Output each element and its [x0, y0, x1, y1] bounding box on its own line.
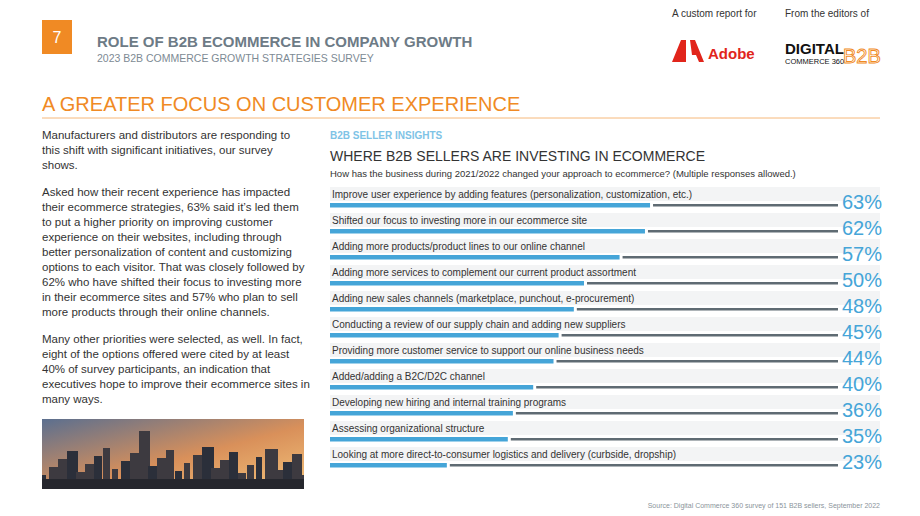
bar-track: [653, 204, 838, 207]
bar-track: [577, 308, 838, 311]
data-label: 50%: [842, 269, 882, 291]
bar: [330, 229, 645, 234]
bar-track: [648, 230, 838, 233]
bar: [330, 255, 620, 260]
bar: [330, 307, 574, 312]
category-label: Providing more customer service to suppo…: [332, 345, 644, 356]
row-band: [330, 343, 880, 357]
bar: [330, 203, 650, 208]
bar-track: [516, 412, 838, 415]
bars: [330, 203, 838, 468]
paragraph: Many other priorities were selected, as …: [42, 332, 310, 407]
row-band: [330, 447, 880, 461]
page-number: 7: [53, 29, 62, 46]
adobe-icon: [672, 40, 704, 62]
bar: [330, 411, 513, 416]
publisher-word: B2B: [843, 45, 881, 67]
bar-track: [557, 360, 838, 363]
data-label: 48%: [842, 295, 882, 317]
bar: [330, 359, 554, 364]
category-label: Adding more products/product lines to ou…: [332, 241, 585, 252]
labels: Improve user experience by adding featur…: [332, 189, 882, 473]
category-label: Adding new sales channels (marketplace, …: [332, 293, 634, 304]
rows: [330, 187, 880, 461]
bar: [330, 463, 447, 468]
chart-subtitle: How has the business during 2021/2022 ch…: [330, 168, 796, 179]
data-label: 63%: [842, 191, 882, 213]
row-band: [330, 317, 880, 331]
chart-kicker: B2B SELLER INSIGHTS: [330, 130, 443, 141]
paragraph: Asked how their recent experience has im…: [42, 185, 310, 320]
header-subtitle: 2023 B2B COMMERCE GROWTH STRATEGIES SURV…: [97, 52, 374, 64]
bar: [330, 333, 559, 338]
data-label: 44%: [842, 347, 882, 369]
row-band: [330, 291, 880, 305]
data-label: 40%: [842, 373, 882, 395]
bar: [330, 385, 533, 390]
bar-track: [587, 282, 838, 285]
category-label: Shifted our focus to investing more in o…: [332, 215, 588, 226]
category-label: Improve user experience by adding featur…: [332, 189, 692, 200]
publisher-word: COMMERCE 360: [785, 57, 844, 66]
page-number-box: [42, 20, 72, 54]
bar: [330, 281, 584, 286]
bar-track: [511, 438, 838, 441]
row-band: [330, 187, 880, 201]
data-label: 36%: [842, 399, 882, 421]
paragraph: Manufacturers and distributors are respo…: [42, 128, 310, 173]
body-text: Manufacturers and distributors are respo…: [42, 128, 310, 489]
row-band: [330, 239, 880, 253]
row-band: [330, 369, 880, 383]
editors-of: From the editors of: [785, 8, 869, 19]
chart-title: WHERE B2B SELLERS ARE INVESTING IN ECOMM…: [330, 148, 705, 164]
bar-track: [450, 464, 838, 467]
category-label: Added/adding a B2C/D2C channel: [332, 371, 485, 382]
row-band: [330, 395, 880, 409]
sky: [42, 419, 304, 489]
row-band: [330, 421, 880, 435]
data-label: 45%: [842, 321, 882, 343]
bar-track: [623, 256, 838, 259]
sponsor-name: Adobe: [708, 45, 755, 62]
data-label: 62%: [842, 217, 882, 239]
data-label: 57%: [842, 243, 882, 265]
street: [42, 479, 304, 489]
row-band: [330, 213, 880, 227]
publisher-word: DIGITAL: [785, 40, 844, 57]
category-label: Developing new hiring and internal train…: [332, 397, 566, 408]
category-label: Assessing organizational structure: [332, 423, 485, 434]
category-label: Adding more services to complement our c…: [332, 267, 636, 278]
section-heading: A GREATER FOCUS ON CUSTOMER EXPERIENCE: [42, 93, 520, 115]
bar-track: [562, 334, 838, 337]
header-title: ROLE OF B2B ECOMMERCE IN COMPANY GROWTH: [97, 33, 472, 50]
bar: [330, 437, 508, 442]
category-label: Conducting a review of our supply chain …: [332, 319, 626, 330]
heading-rule: [42, 118, 880, 119]
source-note: Source: Digital Commerce 360 survey of 1…: [648, 502, 880, 510]
bar-track: [536, 386, 838, 389]
city-photo: [42, 419, 304, 489]
data-label: 23%: [842, 451, 882, 473]
data-label: 35%: [842, 425, 882, 447]
row-band: [330, 265, 880, 279]
report-for: A custom report for: [672, 8, 757, 19]
category-label: Looking at more direct-to-consumer logis…: [332, 449, 676, 460]
